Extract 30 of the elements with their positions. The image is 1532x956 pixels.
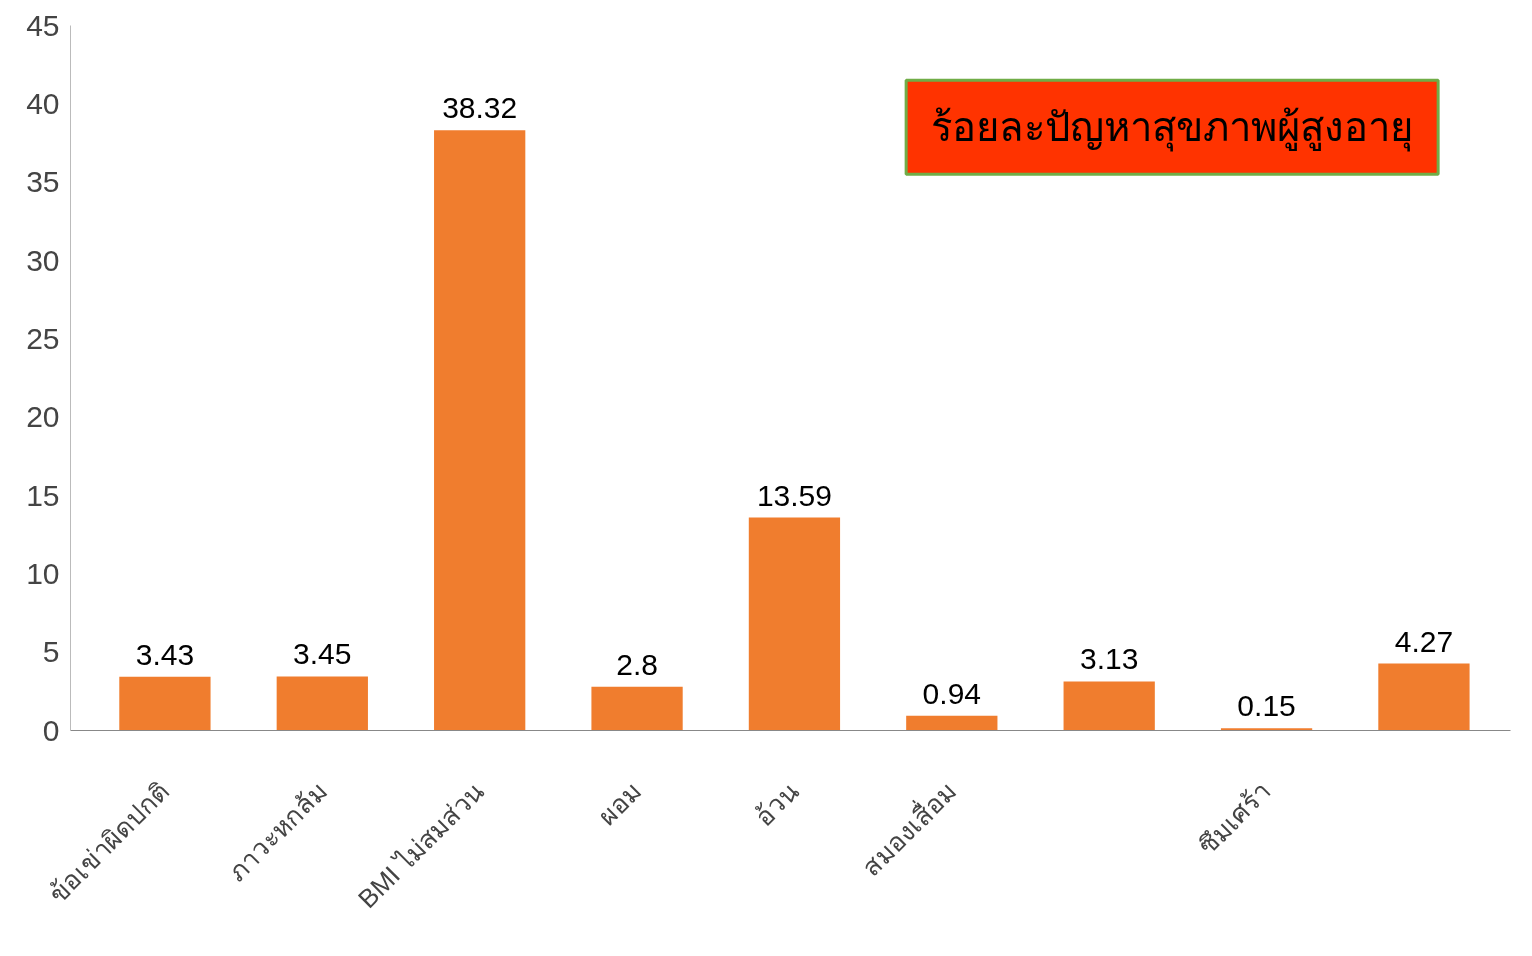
data-label: 0.15 [1237, 689, 1296, 723]
bar [748, 517, 841, 731]
y-tick-label: 25 [26, 321, 60, 355]
bar [434, 130, 526, 731]
y-tick-label: 10 [26, 556, 60, 590]
bar [906, 715, 998, 731]
x-tick-label: ผอม [592, 775, 648, 832]
y-tick-label: 40 [26, 86, 60, 120]
data-label: 0.94 [922, 676, 982, 710]
data-label: 13.59 [756, 478, 832, 512]
y-tick-label: 35 [26, 165, 60, 199]
text: ร้อยละปัญหาสุขภาพผู้สูงอายุ [931, 105, 1414, 153]
bar [276, 676, 368, 731]
y-tick-label: 30 [26, 243, 60, 277]
x-tick-label: อ้วน [749, 775, 806, 832]
data-label: 2.8 [616, 647, 658, 681]
y-tick-label: 15 [26, 478, 60, 512]
bar [119, 676, 211, 731]
y-tick-label: 45 [26, 8, 60, 42]
y-tick-label: 0 [42, 713, 60, 747]
data-label: 3.45 [293, 637, 352, 671]
bar [1063, 681, 1155, 731]
bar [591, 686, 683, 731]
data-label: 38.32 [442, 91, 518, 125]
y-tick-label: 20 [26, 400, 60, 434]
bar [1378, 663, 1470, 731]
data-label: 4.27 [1394, 624, 1454, 658]
data-label: 3.13 [1079, 642, 1139, 676]
y-tick-label: 5 [42, 635, 60, 669]
data-label: 3.43 [135, 637, 195, 671]
